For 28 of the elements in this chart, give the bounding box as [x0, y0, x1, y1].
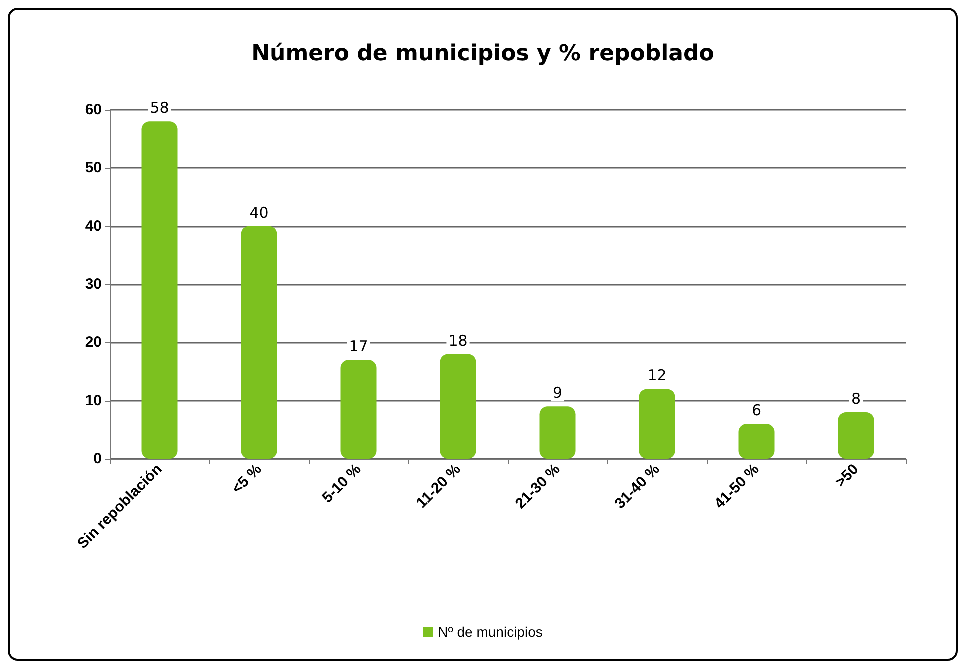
data-label: 9 [552, 384, 563, 402]
data-label: 18 [448, 332, 468, 350]
y-tick-label: 10 [85, 392, 102, 410]
x-tick-label: >50 [832, 460, 862, 491]
legend-label: Nº de municipios [438, 624, 543, 640]
bar [540, 406, 576, 459]
y-tick-label: 40 [85, 218, 102, 235]
data-label: 8 [851, 390, 862, 408]
data-label: 12 [648, 366, 667, 385]
data-label: 40 [250, 204, 269, 222]
y-tick-label: 60 [85, 102, 102, 118]
y-tick-label: 50 [85, 160, 102, 177]
data-label: 17 [349, 338, 368, 356]
chart-title: Número de municipios y % repoblado [252, 42, 714, 66]
bar [639, 389, 676, 459]
bar [241, 226, 278, 459]
data-label: 6 [752, 402, 762, 420]
y-tick-label: 30 [85, 276, 102, 293]
bar [440, 354, 476, 459]
y-tick-label: 20 [85, 334, 102, 352]
data-label: 58 [150, 99, 170, 118]
x-tick-label: 5-10 % [319, 460, 365, 507]
bar [838, 412, 874, 459]
bar [340, 360, 377, 459]
x-tick-label: <5 % [228, 460, 266, 498]
bar [738, 424, 775, 459]
y-tick-label: 0 [94, 450, 102, 468]
bar [142, 122, 178, 459]
